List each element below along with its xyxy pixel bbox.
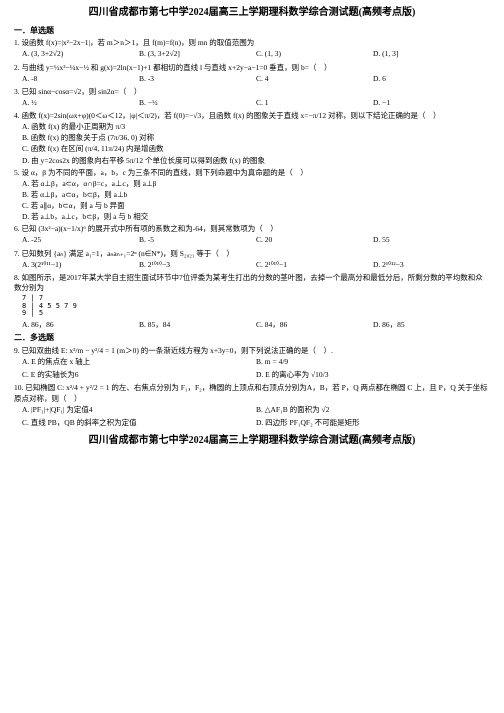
- question-8: 8. 如图所示，是2017年某大学自主招生面试环节中7位评委为某考生打出的分数的…: [14, 273, 490, 330]
- q4-stem: 4. 函数 f(x)=2sin(ωx+φ)(0＜ω＜12，|φ|＜π/2)，若 …: [14, 111, 490, 121]
- q9-options-row2: C. E 的实轴长为6 D. E 的离心率为 √10/3: [22, 370, 490, 380]
- q4-opt-b: B. 函数 f(x) 的图象关于点 (7π/36, 0) 对称: [22, 133, 490, 143]
- q3-opt-b: B. −½: [139, 98, 256, 108]
- q7-stem: 7. 已知数列 {aₙ} 满足 a₁=1，aₙaₙ₊₁=2ⁿ (n∈N*)，则 …: [14, 249, 490, 259]
- question-7: 7. 已知数列 {aₙ} 满足 a₁=1，aₙaₙ₊₁=2ⁿ (n∈N*)，则 …: [14, 249, 490, 270]
- q6-opt-c: C. 20: [256, 235, 373, 245]
- question-5: 5. 设 α，β 为不同的平面，a，b，c 为三条不同的直线，则下列命题中为真命…: [14, 168, 490, 223]
- q2-opt-c: C. 4: [256, 74, 373, 84]
- q6-stem: 6. 已知 (3x²−a)(x−1/x)⁶ 的展开式中所有项的系数之和为-64，…: [14, 224, 490, 234]
- q1-opt-c: C. (1, 3): [256, 49, 373, 59]
- q10-opt-b: B. △AF₁B 的面积为 √2: [256, 405, 490, 415]
- q6-opt-a: A. -25: [22, 235, 139, 245]
- section-heading-1: 一．单选题: [14, 26, 490, 37]
- q8-opt-c: C. 84，86: [256, 320, 373, 330]
- q1-opt-d: D. (1, 3]: [373, 49, 490, 59]
- q1-opt-b: B. (3, 3+2√2]: [139, 49, 256, 59]
- question-3: 3. 已知 sinα−cosα=√2，则 sin2α=（ ） A. ½ B. −…: [14, 87, 490, 108]
- q3-options: A. ½ B. −½ C. 1 D. −1: [22, 98, 490, 108]
- q8-opt-b: B. 85，84: [139, 320, 256, 330]
- q9-stem: 9. 已知双曲线 E: x²/m − y²/4 = 1 (m＞0) 的一条渐近线…: [14, 346, 490, 356]
- q9-opt-d: D. E 的离心率为 √10/3: [256, 370, 490, 380]
- q4-opt-a: A. 函数 f(x) 的最小正周期为 π/3: [22, 122, 490, 132]
- q7-opt-b: B. 2¹⁰¹⁰−3: [139, 260, 256, 270]
- q2-options: A. -8 B. -3 C. 4 D. 6: [22, 74, 490, 84]
- q10-opt-d: D. 四边形 PF₁QF₂ 不可能是矩形: [256, 418, 490, 428]
- q7-opt-d: D. 2¹⁰¹²−3: [373, 260, 490, 270]
- question-2: 2. 与曲线 y=½x²−¼x−½ 和 g(x)=2ln(x−1)+1 都相切的…: [14, 63, 490, 84]
- question-9: 9. 已知双曲线 E: x²/m − y²/4 = 1 (m＞0) 的一条渐近线…: [14, 346, 490, 380]
- q10-options-row2: C. 直线 PB，QB 的斜率之积为定值 D. 四边形 PF₁QF₂ 不可能是矩…: [22, 418, 490, 428]
- q8-stem: 8. 如图所示，是2017年某大学自主招生面试环节中7位评委为某考生打出的分数的…: [14, 273, 490, 293]
- q9-opt-c: C. E 的实轴长为6: [22, 370, 256, 380]
- q8-opt-d: D. 86，85: [373, 320, 490, 330]
- q4-opt-c: C. 函数 f(x) 在区间 (π/4, 11π/24) 内是增函数: [22, 144, 490, 154]
- q4-opt-d: D. 由 y=2cos2x 的图象向右平移 5π/12 个单位长度可以得到函数 …: [22, 156, 490, 166]
- q9-opt-b: B. m = 4/9: [256, 357, 490, 367]
- q1-stem: 1. 设函数 f(x)=|x²−2x−1|，若 m＞n＞1，且 f(m)=f(n…: [14, 38, 490, 48]
- q5-opt-a: A. 若 α⊥β，a⊂α，α∩β=c，a⊥c，则 a⊥β: [22, 179, 490, 189]
- q2-stem: 2. 与曲线 y=½x²−¼x−½ 和 g(x)=2ln(x−1)+1 都相切的…: [14, 63, 490, 73]
- q5-opt-c: C. 若 a∥α，b⊂α，则 a 与 b 异面: [22, 201, 490, 211]
- q6-opt-b: B. -5: [139, 235, 256, 245]
- section-heading-2: 二．多选题: [14, 333, 490, 344]
- question-1: 1. 设函数 f(x)=|x²−2x−1|，若 m＞n＞1，且 f(m)=f(n…: [14, 38, 490, 59]
- stemleaf-row: 9 | 5: [22, 310, 77, 318]
- q8-stemleaf: 7 | 7 8 | 4 5 5 7 9 9 | 5: [22, 295, 77, 318]
- q7-opt-c: C. 2¹⁰¹⁰−1: [256, 260, 373, 270]
- q6-options: A. -25 B. -5 C. 20 D. 55: [22, 235, 490, 245]
- q8-options: A. 86，86 B. 85，84 C. 84，86 D. 86，85: [22, 320, 490, 330]
- q5-opt-d: D. 若 a⊥b，a⊥c，b⊂β，则 a 与 b 相交: [22, 212, 490, 222]
- q10-opt-c: C. 直线 PB，QB 的斜率之积为定值: [22, 418, 256, 428]
- q6-opt-d: D. 55: [373, 235, 490, 245]
- q10-opt-a: A. |PF₁|+|QF₁| 为定值4: [22, 405, 256, 415]
- q9-options-row1: A. E 的焦点在 x 轴上 B. m = 4/9: [22, 357, 490, 367]
- q5-opt-b: B. 若 α⊥β，a⊂α，b⊂β，则 a⊥b: [22, 190, 490, 200]
- question-10: 10. 已知椭圆 C: x²/4 + y²/2 = 1 的左、右焦点分别为 F₁…: [14, 383, 490, 428]
- q10-options-row1: A. |PF₁|+|QF₁| 为定值4 B. △AF₁B 的面积为 √2: [22, 405, 490, 415]
- q3-opt-c: C. 1: [256, 98, 373, 108]
- q3-opt-d: D. −1: [373, 98, 490, 108]
- q10-stem: 10. 已知椭圆 C: x²/4 + y²/2 = 1 的左、右焦点分别为 F₁…: [14, 383, 490, 403]
- page-title-top: 四川省成都市第七中学2024届高三上学期理科数学综合测试题(高频考点版): [14, 6, 490, 20]
- q3-stem: 3. 已知 sinα−cosα=√2，则 sin2α=（ ）: [14, 87, 490, 97]
- q2-opt-b: B. -3: [139, 74, 256, 84]
- question-6: 6. 已知 (3x²−a)(x−1/x)⁶ 的展开式中所有项的系数之和为-64，…: [14, 224, 490, 245]
- q2-opt-a: A. -8: [22, 74, 139, 84]
- q7-opt-a: A. 3(2¹⁰¹¹−1): [22, 260, 139, 270]
- q7-options: A. 3(2¹⁰¹¹−1) B. 2¹⁰¹⁰−3 C. 2¹⁰¹⁰−1 D. 2…: [22, 260, 490, 270]
- q1-options: A. (3, 3+2√2) B. (3, 3+2√2] C. (1, 3) D.…: [22, 49, 490, 59]
- q8-opt-a: A. 86，86: [22, 320, 139, 330]
- page-title-bottom: 四川省成都市第七中学2024届高三上学期理科数学综合测试题(高频考点版): [14, 434, 490, 448]
- question-4: 4. 函数 f(x)=2sin(ωx+φ)(0＜ω＜12，|φ|＜π/2)，若 …: [14, 111, 490, 166]
- q5-stem: 5. 设 α，β 为不同的平面，a，b，c 为三条不同的直线，则下列命题中为真命…: [14, 168, 490, 178]
- q2-opt-d: D. 6: [373, 74, 490, 84]
- q1-opt-a: A. (3, 3+2√2): [22, 49, 139, 59]
- q3-opt-a: A. ½: [22, 98, 139, 108]
- q9-opt-a: A. E 的焦点在 x 轴上: [22, 357, 256, 367]
